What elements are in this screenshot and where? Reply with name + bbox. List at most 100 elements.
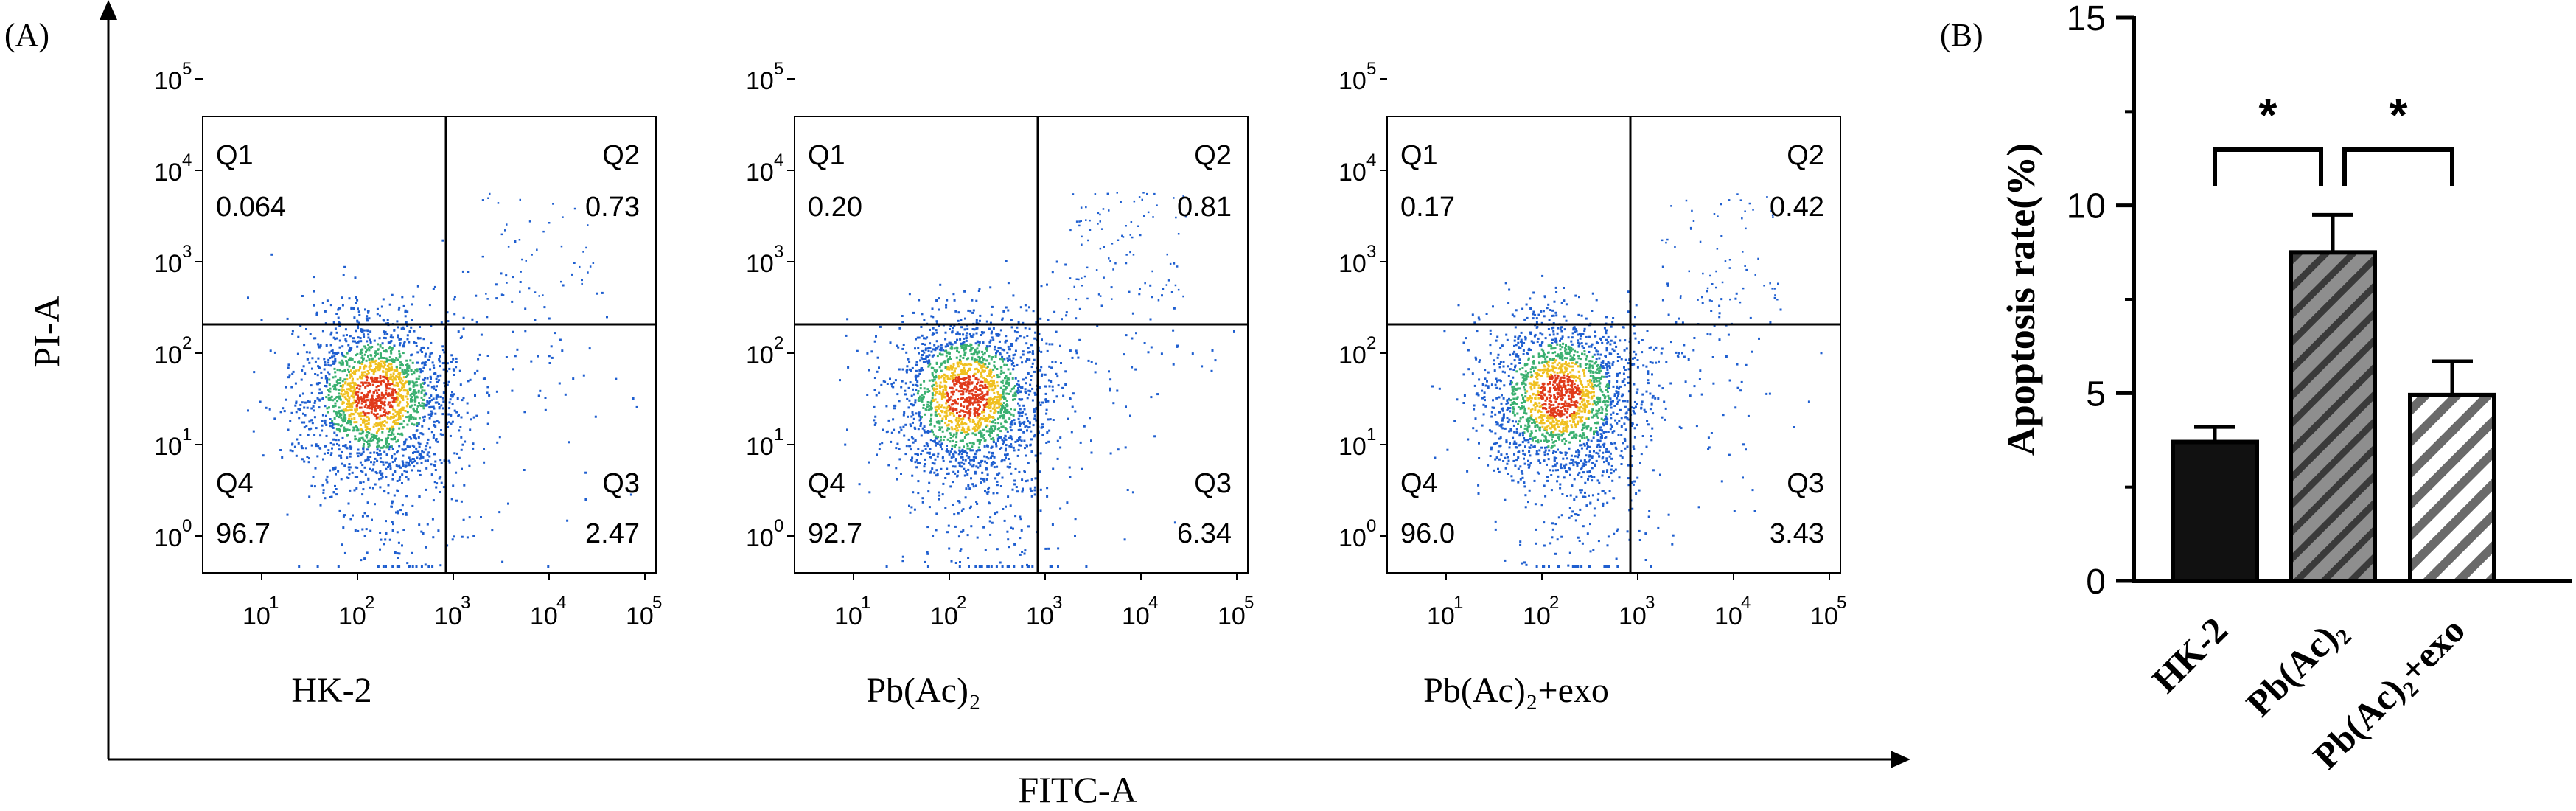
quadrant-label-q4: Q4 (808, 468, 845, 499)
y-tick-exponent: 3 (1366, 242, 1376, 262)
y-tick-exponent: 2 (774, 333, 783, 353)
x-tick-label: 10 (1619, 602, 1647, 630)
y-tick-label: 10 (746, 159, 774, 187)
x-tick-label: 10 (1026, 602, 1054, 630)
quadrant-label-q3: Q3 (1787, 468, 1824, 499)
significance-bracket (2342, 147, 2454, 186)
x-tick-label: 10 (1122, 602, 1150, 630)
plot-frame (202, 116, 657, 574)
y-axis-title: PI-A (26, 296, 67, 367)
bar (2289, 250, 2377, 583)
sample-label: Pb(Ac)₂+exo (1423, 671, 1609, 710)
x-tick-label: 10 (834, 602, 862, 630)
y-tick-exponent: 4 (1366, 150, 1376, 170)
quadrant-value-q1: 0.20 (808, 192, 862, 223)
y-axis-label: Apoptosis rate(%) (1999, 143, 2043, 456)
flow-dots (839, 192, 1235, 568)
category-label: HK-2 (2144, 609, 2235, 700)
x-tick-label: 10 (626, 602, 654, 630)
quadrant-label-q3: Q3 (1194, 468, 1232, 499)
quadrant-value-q2: 0.81 (1177, 192, 1232, 223)
quadrant-value-q3: 6.34 (1177, 518, 1232, 549)
x-tick-exponent: 1 (1453, 593, 1463, 613)
category-label: Pb(Ac)₂ (2238, 609, 2353, 724)
quadrant-value-q2: 0.73 (585, 192, 640, 223)
y-tick-exponent: 2 (182, 333, 192, 353)
x-axis-title: FITC-A (1018, 769, 1137, 810)
bar (2408, 392, 2496, 583)
y-tick-label: 10 (1338, 250, 1366, 278)
y-tick-exponent: 2 (1366, 333, 1376, 353)
x-tick-exponent: 4 (1741, 593, 1751, 613)
y-tick-exponent: 3 (182, 242, 192, 262)
x-tick-label: 10 (1427, 602, 1455, 630)
x-tick-exponent: 1 (861, 593, 870, 613)
plot-frame (1386, 116, 1841, 574)
x-tick-exponent: 3 (1645, 593, 1655, 613)
y-tick-label: 10 (154, 524, 182, 552)
quadrant-value-q3: 3.43 (1770, 518, 1824, 549)
x-tick-exponent: 2 (365, 593, 374, 613)
quadrant-value-q1: 0.17 (1400, 192, 1455, 223)
x-tick-exponent: 5 (652, 593, 662, 613)
x-tick-label: 10 (434, 602, 462, 630)
significance-star: * (2259, 88, 2277, 142)
y-tick-label: 10 (2067, 187, 2106, 226)
y-tick-label: 10 (746, 67, 774, 95)
quadrant-label-q1: Q1 (1400, 140, 1438, 171)
y-tick-label: 10 (1338, 341, 1366, 369)
quadrant-label-q1: Q1 (808, 140, 845, 171)
y-tick-exponent: 0 (774, 516, 783, 536)
quadrant-label-q4: Q4 (1400, 468, 1438, 499)
y-tick-label: 10 (1338, 159, 1366, 187)
y-tick-label: 10 (746, 250, 774, 278)
x-tick-exponent: 5 (1837, 593, 1846, 613)
x-tick-label: 10 (1810, 602, 1838, 630)
flow-dots (247, 192, 638, 568)
x-tick-exponent: 4 (1148, 593, 1158, 613)
y-tick-exponent: 5 (1366, 59, 1376, 79)
panel-b-label: (B) (1940, 17, 1983, 53)
y-tick-exponent: 4 (774, 150, 783, 170)
y-tick-label: 15 (2067, 0, 2106, 38)
x-tick-label: 10 (242, 602, 270, 630)
y-tick-label: 10 (1338, 67, 1366, 95)
y-tick-label: 10 (746, 433, 774, 461)
x-tick-exponent: 2 (1549, 593, 1559, 613)
quadrant-value-q3: 2.47 (585, 518, 640, 549)
y-tick-label: 10 (154, 433, 182, 461)
sample-label: Pb(Ac)₂ (866, 671, 980, 710)
sample-label: HK-2 (291, 671, 371, 710)
bar (2171, 439, 2259, 584)
quadrant-label-q3: Q3 (602, 468, 640, 499)
y-tick-exponent: 1 (1366, 425, 1376, 445)
quadrant-label-q2: Q2 (602, 140, 640, 171)
y-tick-exponent: 4 (182, 150, 192, 170)
x-tick-exponent: 1 (269, 593, 279, 613)
x-tick-label: 10 (1523, 602, 1551, 630)
panel-a-label: (A) (4, 17, 49, 53)
y-tick-label: 10 (746, 341, 774, 369)
plot-frame (794, 116, 1249, 574)
x-tick-label: 10 (338, 602, 366, 630)
quadrant-value-q4: 96.7 (216, 518, 270, 549)
quadrant-value-q2: 0.42 (1770, 192, 1824, 223)
y-tick-label: 10 (1338, 433, 1366, 461)
y-tick-exponent: 0 (1366, 516, 1376, 536)
quadrant-value-q4: 96.0 (1400, 518, 1455, 549)
y-tick-exponent: 5 (774, 59, 783, 79)
y-tick-exponent: 0 (182, 516, 192, 536)
significance-bracket (2213, 147, 2323, 186)
quadrant-label-q2: Q2 (1787, 140, 1824, 171)
flow-dots (1431, 193, 1823, 568)
quadrant-value-q4: 92.7 (808, 518, 862, 549)
y-tick-label: 10 (154, 341, 182, 369)
y-tick-label: 10 (746, 524, 774, 552)
y-tick-label: 5 (2086, 375, 2106, 414)
significance-star: * (2390, 88, 2408, 142)
x-tick-label: 10 (1218, 602, 1246, 630)
quadrant-value-q1: 0.064 (216, 192, 286, 223)
